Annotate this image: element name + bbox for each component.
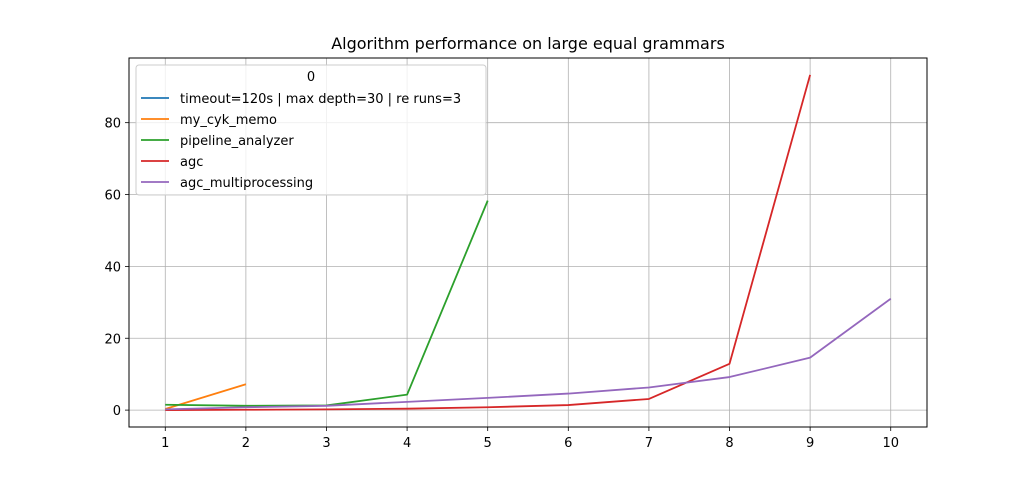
x-tick-label: 10 [882,436,899,451]
plot-frame [128,57,928,428]
y-tick-label: 20 [104,332,121,347]
x-tick-label: 2 [242,436,250,451]
legend-label: pipeline_analyzer [180,134,294,149]
x-tick-label: 8 [725,436,733,451]
y-tick-label: 40 [104,260,121,275]
series-lines [165,74,892,412]
series-line-agc [165,74,811,412]
x-tick-label: 1 [161,436,169,451]
legend-label: agc_multiprocessing [180,176,313,191]
x-tick-label: 7 [645,436,653,451]
x-tick-label: 9 [806,436,814,451]
legend: 0 timeout=120s | max depth=30 | re runs=… [135,64,487,196]
y-tick-label: 80 [104,117,121,132]
chart-title: Algorithm performance on large equal gra… [331,34,725,53]
legend-label: my_cyk_memo [180,113,277,128]
series-line-agc-multiprocessing [165,298,892,411]
x-tick-label: 6 [564,436,572,451]
legend-label: agc [180,155,203,170]
x-tick-label: 3 [322,436,330,451]
y-axis: 0 20 40 60 80 [104,117,129,419]
legend-title: 0 [307,70,315,85]
x-tick-label: 4 [403,436,411,451]
x-tick-label: 5 [484,436,492,451]
y-tick-label: 60 [104,189,121,204]
legend-box [135,64,487,196]
x-axis: 1 2 3 4 5 6 7 8 9 10 [161,427,899,451]
y-tick-label: 0 [113,404,121,419]
legend-label: timeout=120s | max depth=30 | re runs=3 [180,92,461,107]
